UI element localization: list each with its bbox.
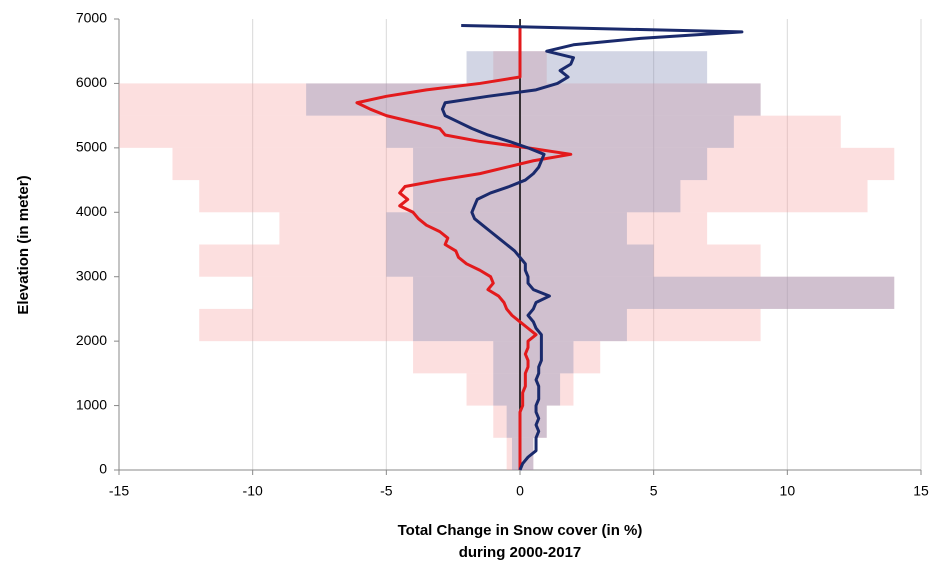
y-tick-label: 4000: [76, 203, 107, 219]
x-tick-label: -15: [109, 483, 129, 499]
spread-band: [199, 308, 761, 342]
spread-band: [493, 341, 574, 374]
spread-band: [386, 115, 734, 148]
y-axis-title: Elevation (in meter): [15, 175, 32, 314]
spread-band: [252, 276, 895, 309]
x-tick-label: 5: [650, 483, 658, 499]
y-tick-label: 1000: [76, 396, 107, 412]
x-axis-subtitle: during 2000-2017: [459, 544, 582, 561]
spread-band: [413, 276, 895, 309]
y-tick-label: 3000: [76, 267, 107, 283]
x-tick-label: -5: [380, 483, 393, 499]
x-axis-title: Total Change in Snow cover (in %): [398, 522, 643, 539]
series-line: [440, 23, 744, 471]
y-tick-label: 5000: [76, 139, 107, 155]
series-line: [355, 25, 573, 470]
spread-band: [413, 341, 601, 374]
x-tick-label: 15: [913, 483, 929, 499]
y-tick-label: 7000: [76, 10, 107, 26]
x-tick-label: 0: [516, 483, 524, 499]
spread-band: [506, 405, 547, 438]
y-tick-label: 0: [99, 461, 107, 477]
spread-band: [413, 180, 681, 213]
spread-band: [199, 180, 868, 213]
x-tick-label: 10: [780, 483, 796, 499]
y-tick-label: 6000: [76, 74, 107, 90]
spread-band: [386, 212, 627, 245]
x-tick-label: -10: [243, 483, 263, 499]
y-tick-label: 2000: [76, 332, 107, 348]
spread-band: [279, 212, 708, 245]
spread-band: [511, 437, 534, 470]
